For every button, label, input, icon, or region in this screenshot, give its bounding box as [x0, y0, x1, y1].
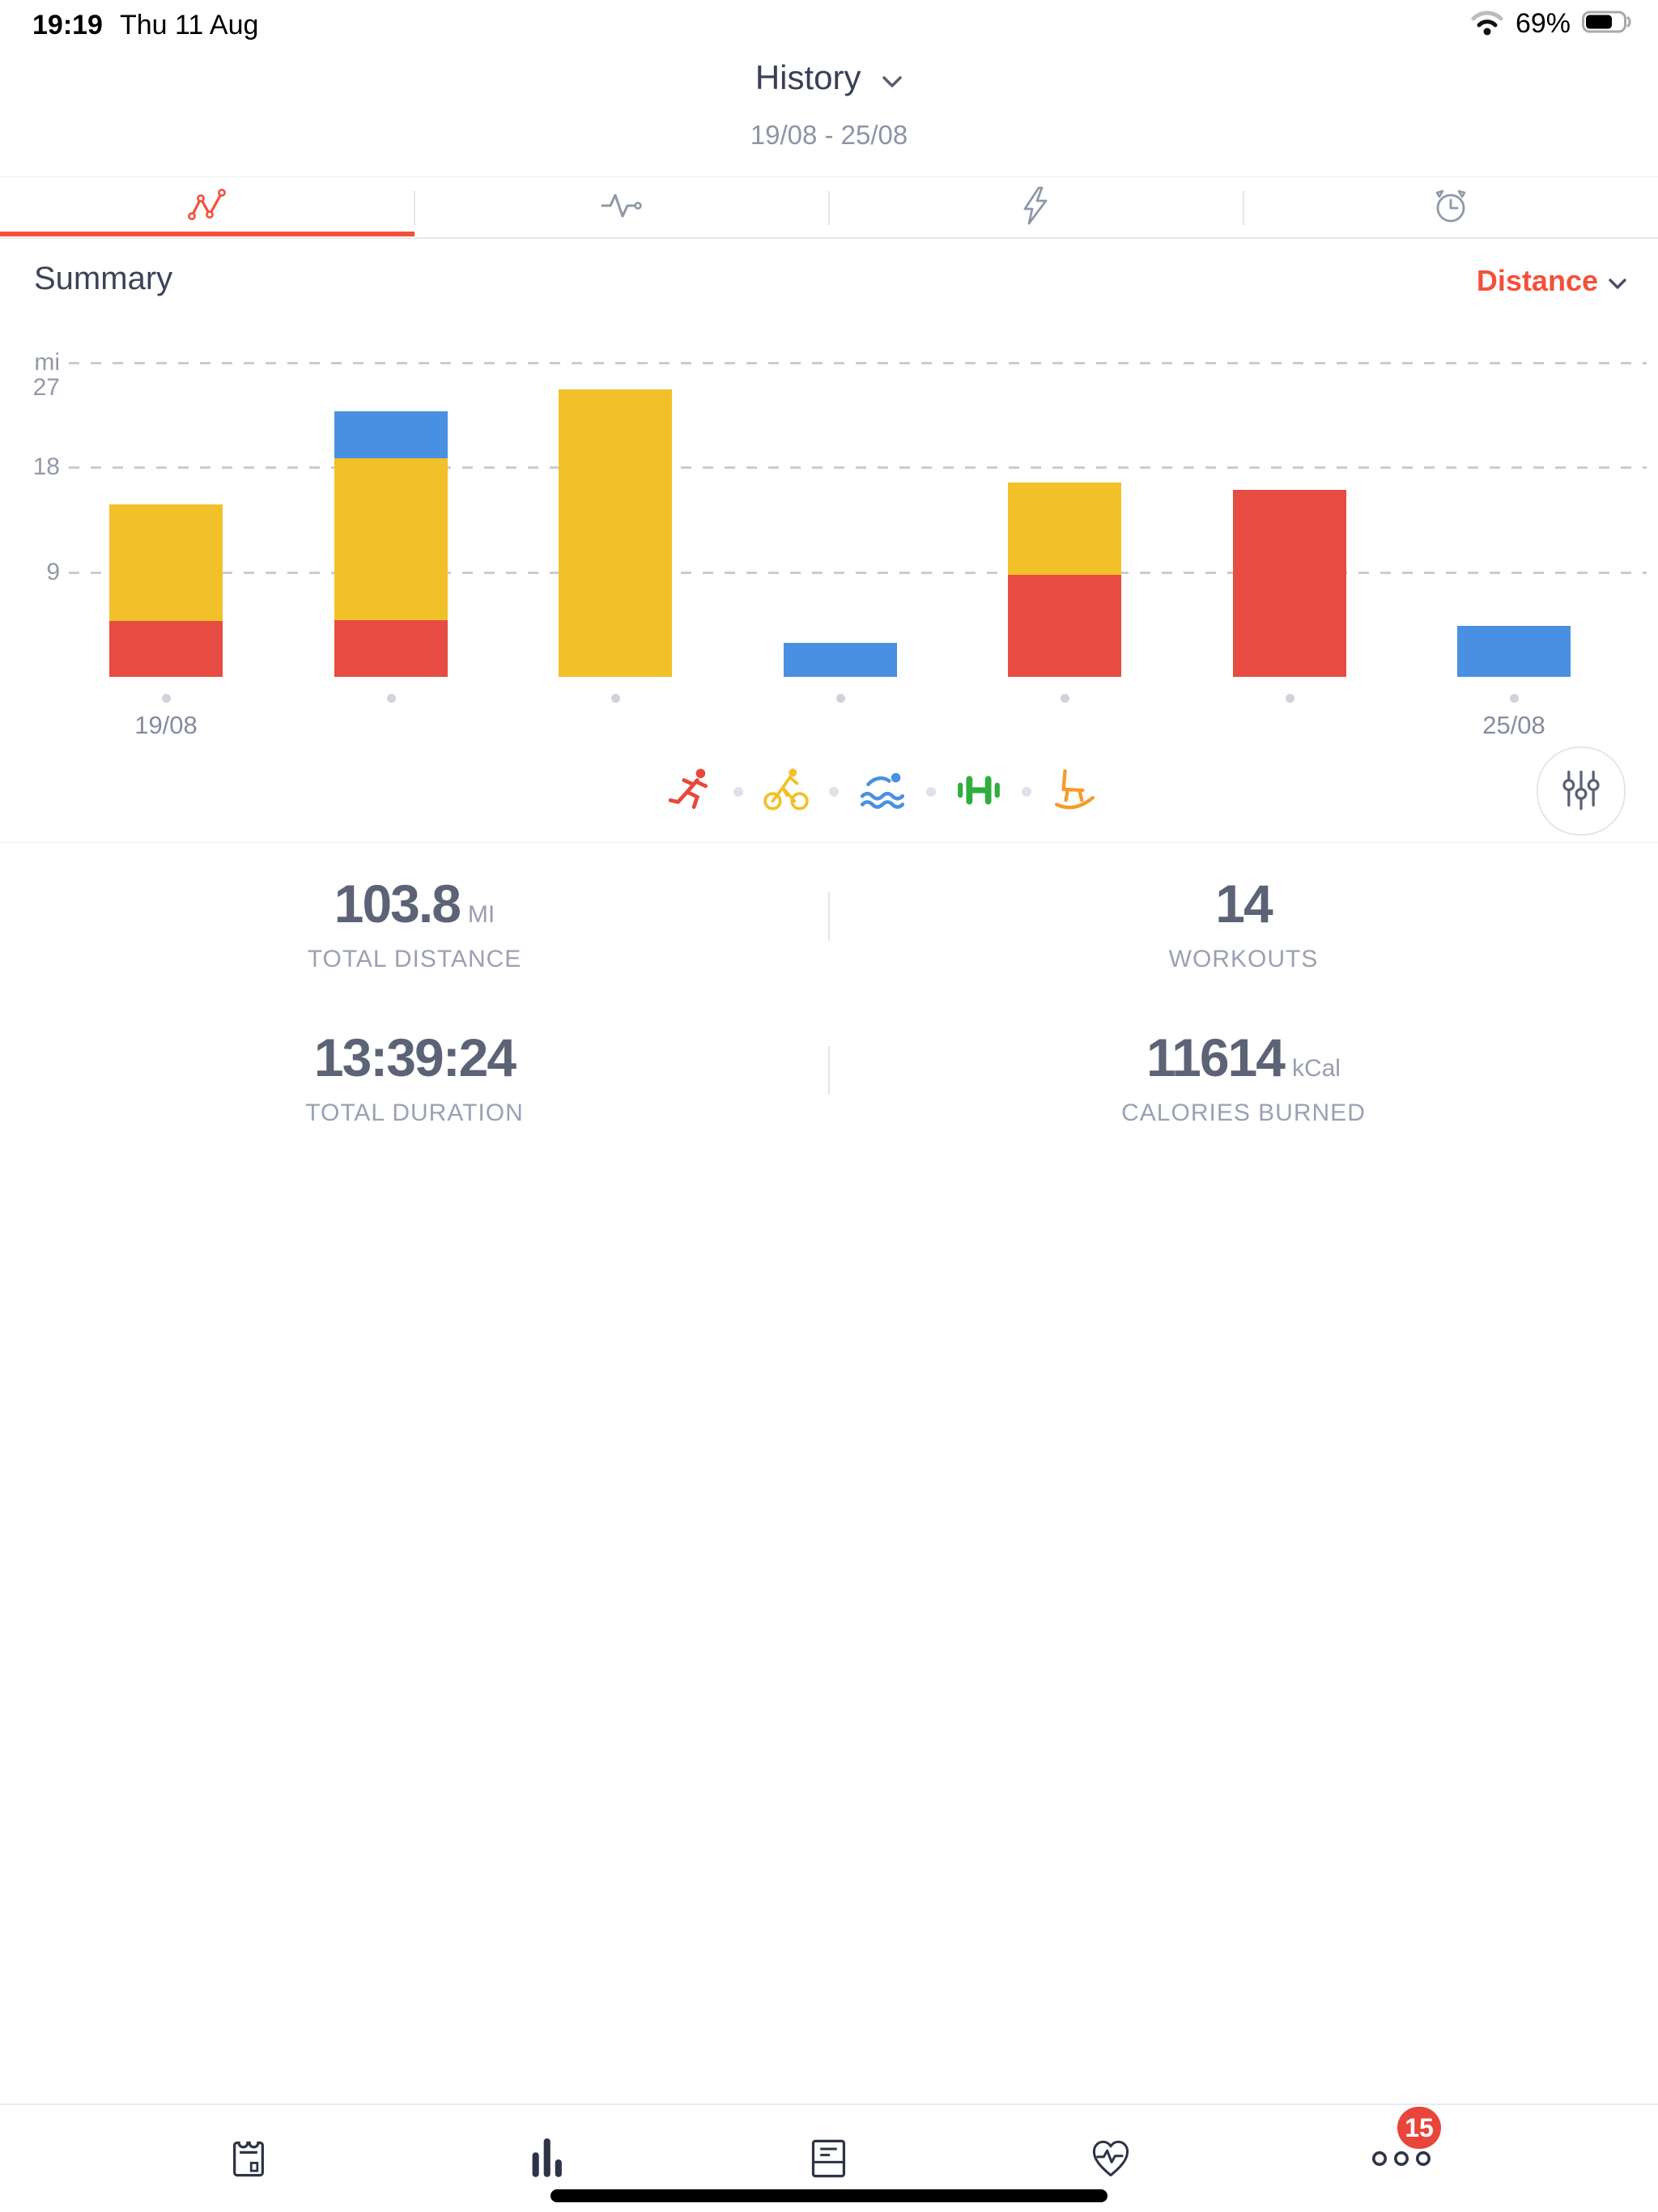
rocking-chair-icon[interactable]: [1051, 767, 1098, 818]
bar-20/08-cycling[interactable]: [334, 457, 448, 620]
bar-20/08-swimming[interactable]: [334, 411, 448, 458]
nav-more[interactable]: [1353, 2134, 1450, 2186]
chart-filter-button[interactable]: [1537, 747, 1626, 836]
stat-label: TOTAL DURATION: [305, 1100, 524, 1126]
dumbbell-icon[interactable]: [955, 767, 1002, 818]
stats-divider: [828, 1046, 830, 1095]
lightning-icon: [1017, 185, 1056, 230]
status-bar: 19:19 Thu 11 Aug 69%: [0, 0, 1658, 49]
nav-diary[interactable]: [200, 2134, 297, 2186]
bar-23/08-cycling[interactable]: [1008, 483, 1121, 575]
heart-pulse-icon: [1090, 2138, 1132, 2184]
chevron-down-icon: [1608, 264, 1627, 298]
bar-23/08-running[interactable]: [1008, 574, 1121, 677]
nav-feed[interactable]: [780, 2134, 878, 2186]
date-range: 19/08 - 25/08: [750, 120, 908, 150]
bar-19/08-running[interactable]: [109, 621, 223, 677]
x-axis-dot: [1061, 694, 1069, 703]
bar-24/08-running[interactable]: [1233, 489, 1346, 677]
x-axis-dot: [387, 694, 396, 703]
x-axis-label: 19/08: [134, 711, 198, 739]
status-time: 19:19: [32, 10, 103, 40]
tab-lightning[interactable]: [829, 177, 1244, 237]
status-date: Thu 11 Aug: [120, 10, 259, 40]
tab-divider: [414, 191, 415, 225]
battery-icon: [1582, 9, 1634, 39]
stat-label: WORKOUTS: [1168, 946, 1319, 972]
filter-separator-dot: [1022, 787, 1031, 797]
runner-icon[interactable]: [667, 767, 714, 818]
x-axis-dot: [1510, 694, 1519, 703]
filter-separator-dot: [926, 787, 936, 797]
stopwatch-icon: [1431, 185, 1470, 230]
more-dots-icon: [1371, 2150, 1432, 2172]
filter-separator-dot: [733, 787, 743, 797]
stat-total-duration: 13:39:24: [0, 1027, 829, 1088]
stat-label: CALORIES BURNED: [1121, 1100, 1366, 1126]
notification-badge: 15: [1397, 2107, 1441, 2149]
x-axis-dot: [611, 694, 620, 703]
stat-total-distance: 103.8 MI: [0, 873, 829, 934]
bottom-nav-bar: [0, 2104, 1658, 2212]
stat-calories: 11614 kCal: [829, 1027, 1658, 1088]
tab-divider: [1243, 191, 1244, 225]
page-title: History: [755, 58, 861, 96]
tab-stopwatch[interactable]: [1244, 177, 1658, 237]
bar-25/08-swimming[interactable]: [1457, 625, 1571, 677]
bar-22/08-swimming[interactable]: [784, 643, 897, 677]
page-title-row[interactable]: History: [0, 58, 1658, 97]
gridline: [69, 362, 1647, 364]
nav-progress[interactable]: [499, 2134, 596, 2186]
stat-value: 13:39:24: [313, 1027, 517, 1087]
view-tab-bar: [0, 177, 1658, 239]
line-chart-icon: [187, 186, 227, 229]
sliders-icon: [1560, 768, 1602, 815]
stat-unit: kCal: [1291, 1055, 1341, 1082]
y-axis-tick: 18: [32, 453, 60, 480]
swimmer-icon[interactable]: [858, 767, 907, 818]
cyclist-icon[interactable]: [763, 767, 810, 818]
y-axis-tick: 27: [32, 374, 60, 401]
stat-unit: MI: [467, 901, 495, 928]
home-indicator[interactable]: [551, 2189, 1107, 2202]
stat-label: TOTAL DISTANCE: [307, 946, 522, 972]
stat-value: 103.8: [334, 874, 461, 934]
wifi-icon: [1470, 8, 1504, 40]
stat-value: 11614: [1146, 1027, 1286, 1087]
pulse-icon: [601, 186, 643, 229]
x-axis-dot: [1286, 694, 1295, 703]
bar-chart-icon: [526, 2138, 568, 2184]
section-title: Summary: [34, 261, 173, 296]
nav-health[interactable]: [1062, 2134, 1159, 2186]
filter-separator-dot: [829, 787, 839, 797]
distance-bar-chart[interactable]: 9 18 mi 27 19/08 25/08: [0, 348, 1658, 739]
bar-19/08-cycling[interactable]: [109, 504, 223, 621]
y-axis-tick: 9: [46, 559, 60, 585]
section-divider: [0, 842, 1658, 843]
gridline: [69, 572, 1647, 574]
bar-21/08-cycling[interactable]: [559, 389, 672, 677]
x-axis-dot: [162, 694, 171, 703]
x-axis-label: 25/08: [1482, 711, 1545, 739]
metric-selector-label: Distance: [1476, 264, 1598, 297]
diary-icon: [227, 2138, 270, 2184]
battery-percent: 69%: [1515, 8, 1571, 39]
gridline: [69, 466, 1647, 469]
stat-value: 14: [1215, 874, 1273, 934]
metric-selector[interactable]: Distance: [1477, 264, 1627, 298]
tab-line-chart[interactable]: [0, 177, 414, 237]
y-axis-unit: mi: [34, 349, 60, 376]
active-tab-underline: [0, 232, 414, 236]
tab-pulse[interactable]: [414, 177, 829, 237]
stats-divider: [828, 892, 830, 941]
news-icon: [808, 2138, 850, 2184]
chevron-down-icon: [882, 58, 903, 97]
bar-20/08-running[interactable]: [334, 619, 448, 677]
activity-filter-row: [667, 759, 1098, 824]
stat-workouts: 14: [829, 873, 1658, 934]
x-axis-dot: [836, 694, 845, 703]
tab-divider: [828, 191, 830, 225]
